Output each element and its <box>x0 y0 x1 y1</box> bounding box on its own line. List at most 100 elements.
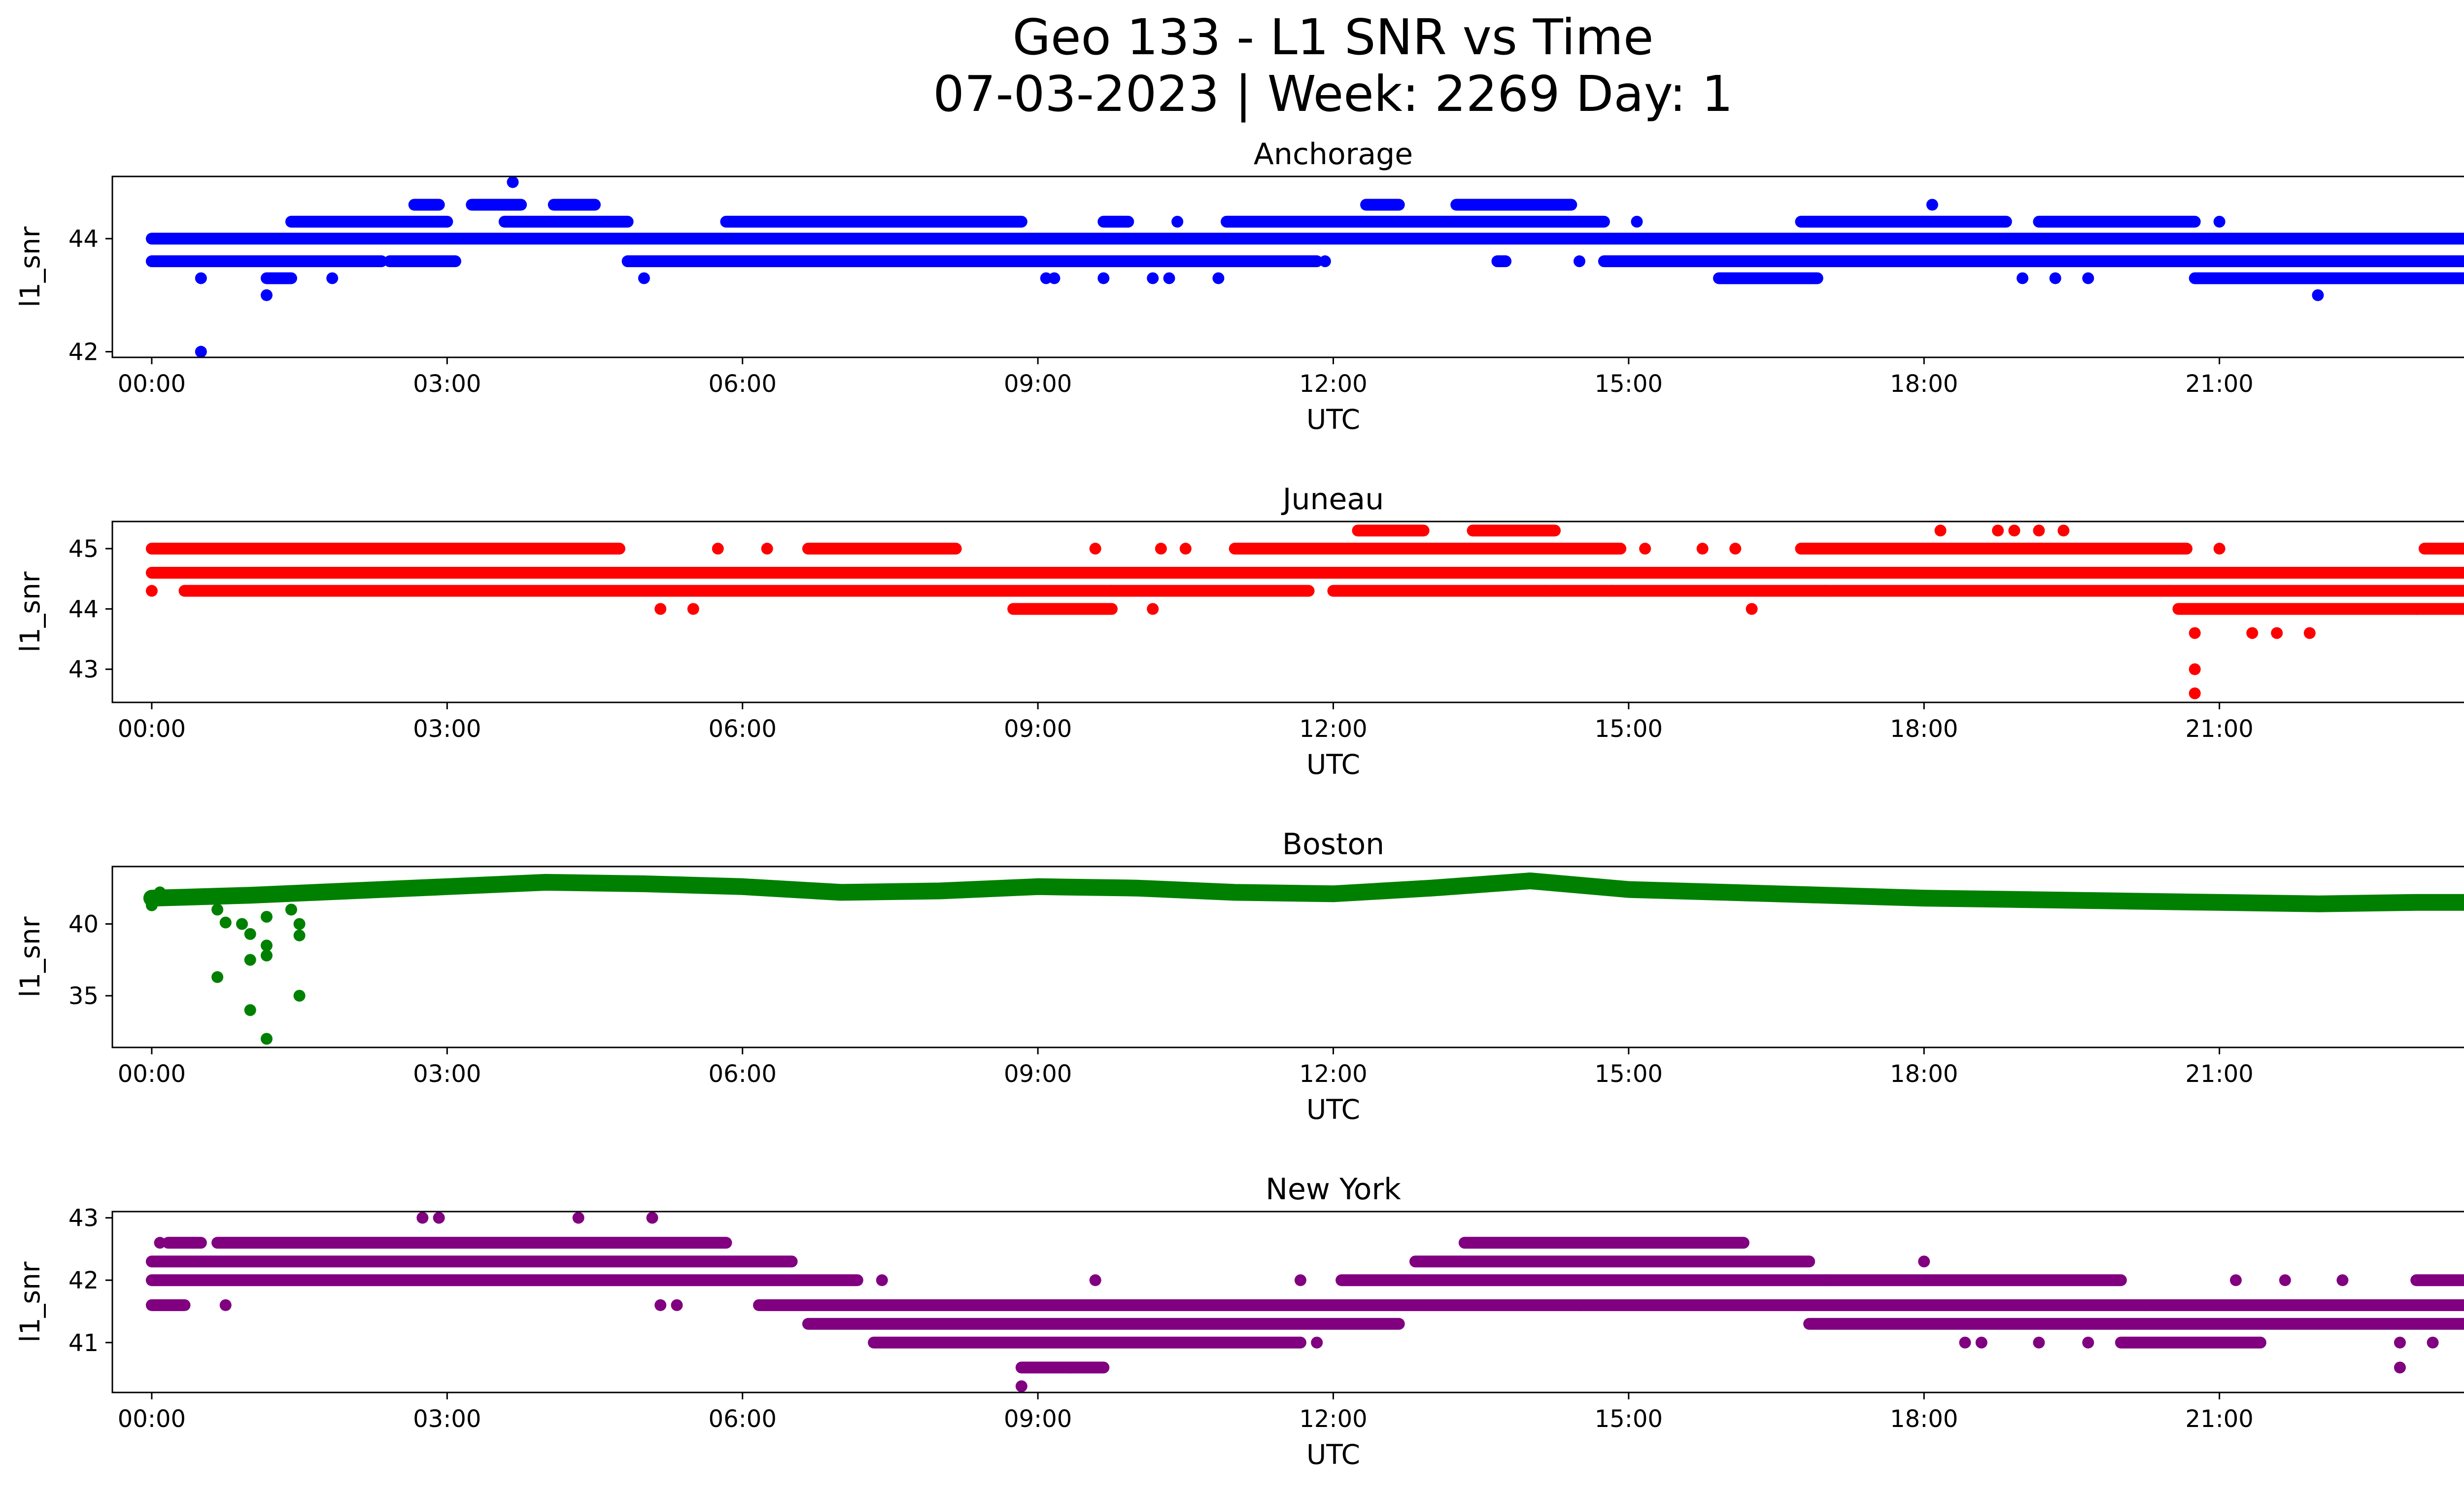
x-tick-label: 21:00 <box>2186 1060 2254 1088</box>
data-point <box>1573 255 1585 268</box>
data-point <box>2057 524 2070 537</box>
x-tick-label: 18:00 <box>1890 370 1958 398</box>
data-point <box>2262 566 2275 579</box>
data-point <box>654 1299 667 1311</box>
x-tick-label: 09:00 <box>1004 715 1072 743</box>
data-point <box>2229 1274 2242 1286</box>
x-tick-label: 03:00 <box>413 715 481 743</box>
x-axis-label: UTC <box>1306 1094 1360 1125</box>
data-point <box>154 886 166 899</box>
data-point <box>244 1004 256 1016</box>
data-point <box>712 543 724 555</box>
subplot-title: Boston <box>1282 827 1384 862</box>
x-tick-label: 00:00 <box>118 1405 186 1433</box>
data-point <box>261 289 273 301</box>
subplot-title: New York <box>1266 1172 1401 1207</box>
data-point <box>2279 1274 2291 1286</box>
data-point <box>2271 627 2283 639</box>
data-point <box>507 176 519 188</box>
data-point <box>2246 627 2259 639</box>
x-tick-label: 06:00 <box>709 1060 777 1088</box>
data-point <box>1089 1274 1101 1286</box>
data-point <box>293 929 306 941</box>
subplot-juneau: Juneau 00:00 03:00 06:00 09:00 12:00 15:00 18:0… <box>14 482 2464 780</box>
y-axis-label: l1_snr <box>14 916 46 997</box>
data-point <box>261 939 273 952</box>
data-point <box>572 1212 584 1224</box>
x-tick-label: 21:00 <box>2186 715 2254 743</box>
x-tick-label: 15:00 <box>1595 715 1663 743</box>
y-tick-label: 43 <box>68 656 99 684</box>
data-point <box>2394 1361 2406 1374</box>
figure-title-line-2: 07-03-2023 | Week: 2269 Day: 1 <box>933 65 1733 123</box>
x-axis-label: UTC <box>1306 749 1360 780</box>
data-point <box>2123 543 2135 555</box>
data-point <box>2213 543 2225 555</box>
data-point <box>236 918 248 930</box>
y-tick-label: 40 <box>68 911 99 939</box>
data-point <box>1147 272 1159 284</box>
data-point <box>244 954 256 966</box>
data-point <box>2082 272 2094 284</box>
x-tick-label: 15:00 <box>1595 1060 1663 1088</box>
data-point <box>1097 272 1110 284</box>
data-point <box>1048 272 1061 284</box>
y-tick-label: 42 <box>68 1267 99 1294</box>
x-tick-label: 15:00 <box>1595 370 1663 398</box>
data-point <box>2189 627 2201 639</box>
data-point <box>671 1299 683 1311</box>
data-point <box>1639 543 1651 555</box>
x-tick-label: 18:00 <box>1890 1405 1958 1433</box>
data-point <box>2394 1336 2406 1349</box>
x-tick-label: 12:00 <box>1299 370 1367 398</box>
x-tick-label: 18:00 <box>1890 715 1958 743</box>
data-point <box>1959 1336 1971 1349</box>
data-point <box>145 585 158 597</box>
scatter-series <box>145 524 2464 699</box>
data-point <box>2082 1336 2094 1349</box>
data-point <box>646 1212 658 1224</box>
subplot-new-york: New York 00:00 03:00 06:00 09:00 12:00 15:00 18… <box>14 1172 2464 1470</box>
x-axis-label: UTC <box>1306 404 1360 435</box>
data-point <box>1147 603 1159 615</box>
data-point <box>2139 1299 2152 1311</box>
x-tick-label: 00:00 <box>118 370 186 398</box>
y-tick-label: 44 <box>68 225 99 253</box>
data-point <box>876 1274 888 1286</box>
data-point <box>2410 603 2423 615</box>
data-point <box>2049 272 2061 284</box>
data-point <box>154 1237 166 1249</box>
data-point <box>293 990 306 1002</box>
figure-title-line-1: Geo 133 - L1 SNR vs Time <box>1013 8 1654 66</box>
x-tick-label: 15:00 <box>1595 1405 1663 1433</box>
data-point <box>761 543 773 555</box>
data-point <box>145 899 158 911</box>
data-point <box>219 1299 232 1311</box>
data-point <box>1573 1299 1585 1311</box>
data-point <box>2033 524 2045 537</box>
data-point <box>1992 524 2004 537</box>
data-point <box>416 1212 429 1224</box>
scatter-series <box>145 1212 2464 1392</box>
data-point <box>219 916 232 929</box>
x-tick-label: 06:00 <box>709 1405 777 1433</box>
data-point <box>211 904 224 916</box>
x-tick-label: 09:00 <box>1004 370 1072 398</box>
subplot-title: Juneau <box>1281 482 1384 517</box>
scatter-series <box>143 872 2464 1045</box>
data-point <box>1155 543 1167 555</box>
y-tick-label: 42 <box>68 339 99 366</box>
y-axis-label: l1_snr <box>14 1261 46 1342</box>
x-tick-label: 12:00 <box>1299 715 1367 743</box>
data-point <box>638 272 650 284</box>
x-tick-label: 18:00 <box>1890 1060 1958 1088</box>
data-point <box>285 904 297 916</box>
data-point <box>195 346 207 357</box>
data-point <box>1163 272 1175 284</box>
data-point <box>1745 603 1758 615</box>
data-point <box>1212 272 1225 284</box>
x-tick-label: 12:00 <box>1299 1060 1367 1088</box>
data-point <box>244 928 256 940</box>
subplot-anchorage: Anchorage 00:00 03:00 06:00 09:00 12:00 15:00 1… <box>14 137 2464 435</box>
